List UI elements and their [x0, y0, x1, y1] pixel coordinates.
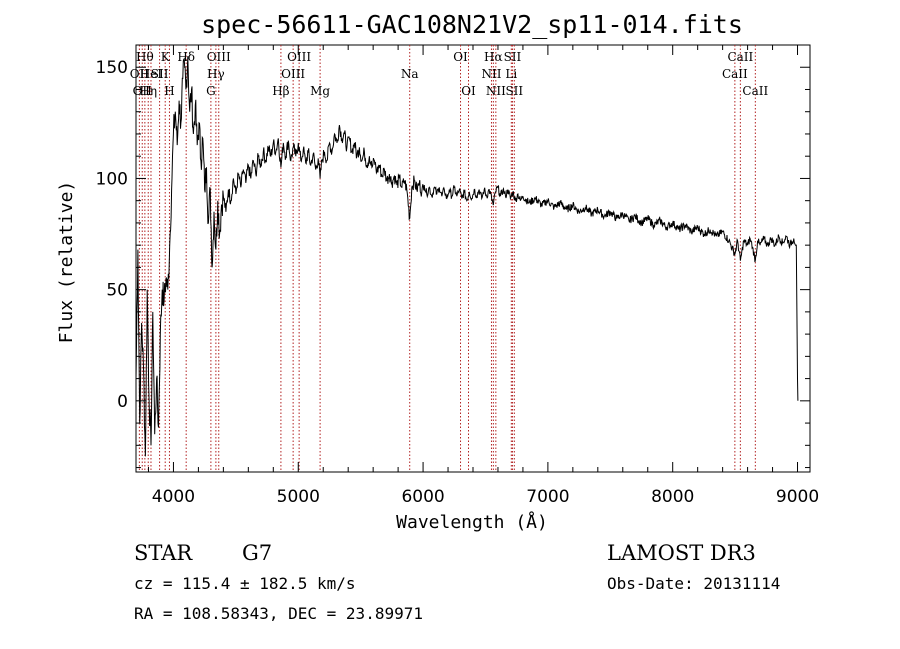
line-label-15: Mg: [310, 84, 330, 98]
line-label-0: OII: [130, 67, 150, 81]
line-label-7: H: [164, 84, 174, 98]
line-label-4: HeI: [140, 67, 163, 81]
line-label-24: SII: [505, 84, 523, 98]
line-label-8: Hδ: [177, 50, 195, 64]
line-label-11: OIII: [207, 50, 231, 64]
y-axis-label: Flux (relative): [56, 181, 77, 344]
velocity-readout: cz = 115.4 ± 182.5 km/s: [134, 574, 356, 593]
x-tick-label-5: 9000: [776, 487, 819, 507]
line-label-27: CaII: [742, 84, 768, 98]
line-label-26: CaII: [727, 50, 753, 64]
line-label-2: Hθ: [136, 50, 154, 64]
line-label-25: CaII: [722, 67, 748, 81]
x-tick-label-3: 7000: [526, 487, 569, 507]
x-tick-label-2: 6000: [401, 487, 444, 507]
emission-line-labels: OIIOIIHθHηHeISIIKHHδGHγOIIIHβOIIIOIIIMgN…: [130, 50, 769, 98]
line-label-19: NII: [481, 67, 501, 81]
spectrum-line: [135, 56, 799, 457]
line-label-10: Hγ: [207, 67, 225, 81]
y-axis: 0 50 100 150: [96, 44, 810, 469]
x-axis-label: Wavelength (Å): [396, 511, 548, 533]
object-class: STAR: [134, 541, 193, 565]
x-axis: 4000 5000 6000 7000 8000 9000: [147, 45, 819, 507]
line-label-18: OI: [461, 84, 476, 98]
line-label-14: OIII: [287, 50, 311, 64]
line-label-3: Hη: [139, 84, 157, 98]
object-subclass: G7: [242, 541, 272, 565]
y-tick-label-3: 150: [96, 58, 128, 78]
y-tick-label-2: 100: [96, 169, 128, 189]
observation-date: Obs-Date: 20131114: [607, 574, 780, 593]
y-tick-label-0: 0: [117, 392, 128, 412]
x-tick-label-0: 4000: [152, 487, 195, 507]
line-label-20: Hα: [484, 50, 503, 64]
line-label-22: Li: [505, 67, 517, 81]
line-label-21: NII: [486, 84, 506, 98]
x-tick-label-1: 5000: [277, 487, 320, 507]
line-label-5: SII: [151, 67, 169, 81]
x-tick-label-4: 8000: [651, 487, 694, 507]
chart-title: spec-56611-GAC108N21V2_sp11-014.fits: [201, 10, 743, 39]
emission-line-markers: [138, 45, 756, 472]
line-label-16: Na: [401, 67, 419, 81]
survey-name: LAMOST DR3: [607, 541, 756, 565]
line-label-1: OII: [133, 84, 153, 98]
line-label-12: Hβ: [272, 84, 289, 98]
line-label-17: OI: [453, 50, 468, 64]
coordinates-readout: RA = 108.58343, DEC = 23.89971: [134, 604, 423, 623]
y-tick-label-1: 50: [106, 281, 128, 301]
line-label-9: G: [206, 84, 216, 98]
plot-frame: [135, 44, 811, 473]
line-label-23: SII: [504, 50, 522, 64]
line-label-13: OIII: [281, 67, 305, 81]
line-label-6: K: [161, 50, 171, 64]
